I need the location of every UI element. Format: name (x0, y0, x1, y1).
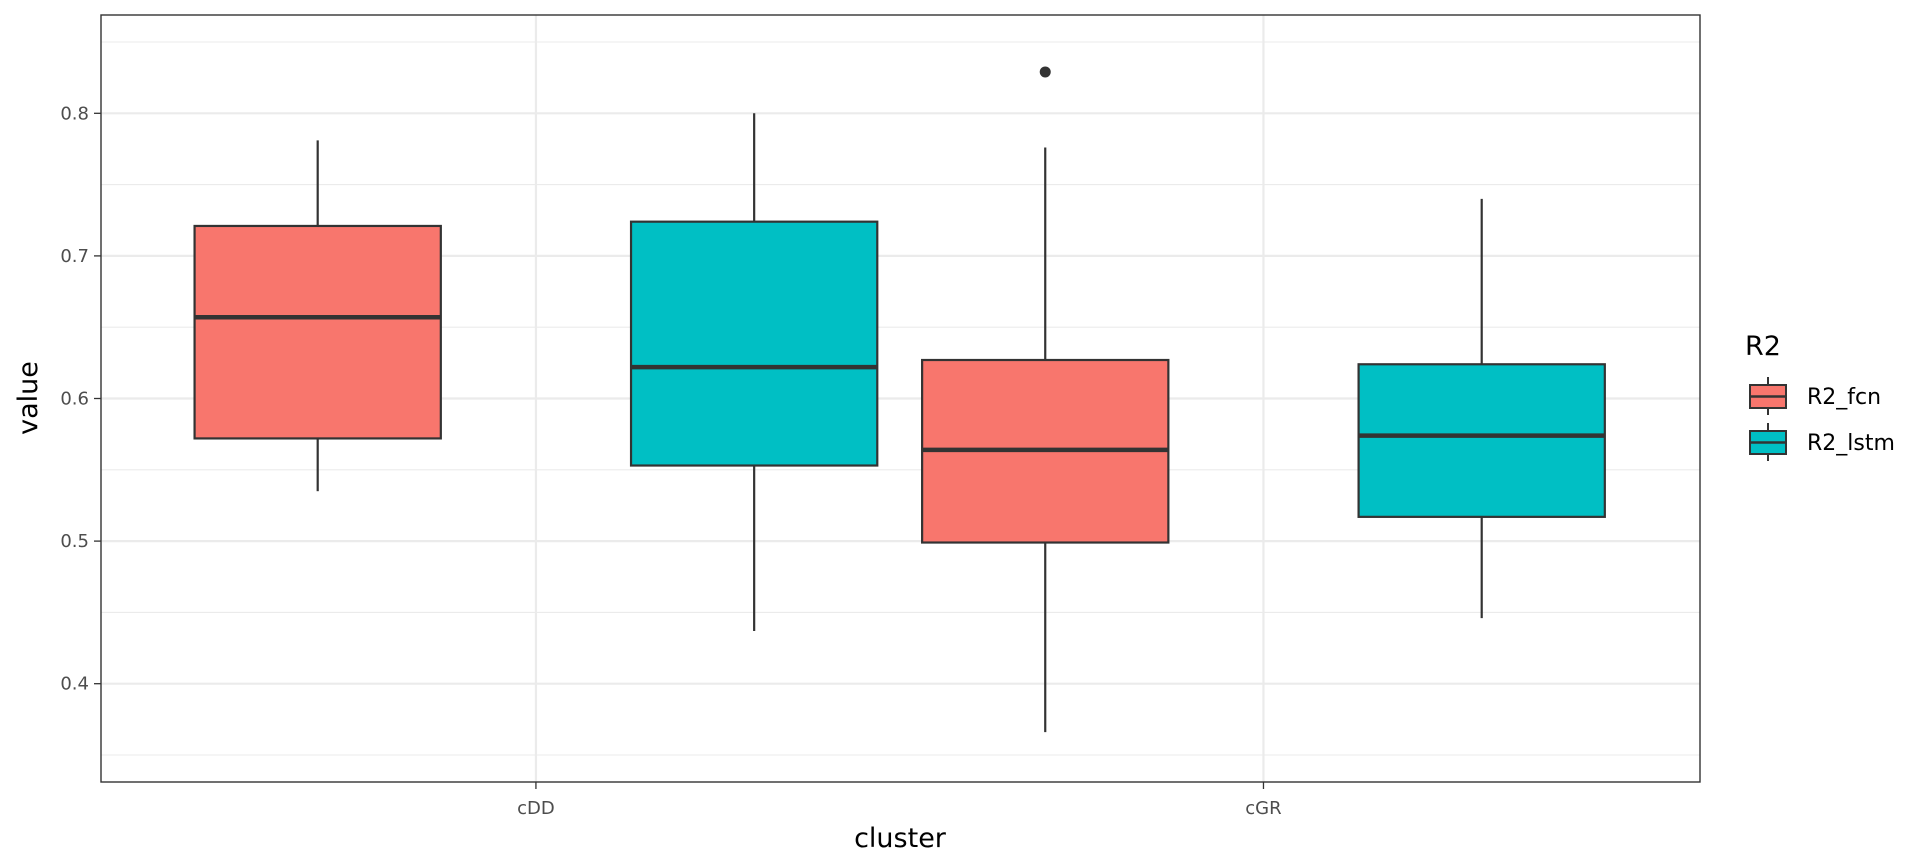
outlier-point (1039, 66, 1051, 78)
legend-title: R2 (1745, 331, 1781, 362)
y-tick-label: 0.4 (60, 674, 89, 695)
box-series (193, 66, 1606, 733)
y-tick-label: 0.8 (60, 103, 89, 124)
box-R2_fcn-cGR (921, 66, 1170, 733)
box-iqr (193, 224, 442, 440)
box-iqr (629, 220, 879, 467)
x-tick-label: cGR (1245, 798, 1281, 819)
legend: R2 R2_fcn R2_lstm (1745, 331, 1895, 461)
legend-item-R2_fcn: R2_fcn (1749, 377, 1881, 415)
y-tick-label: 0.7 (60, 246, 89, 267)
legend-item-R2_lstm: R2_lstm (1749, 423, 1895, 461)
box-R2_fcn-cDD (193, 140, 442, 492)
x-tick-label: cDD (517, 798, 555, 819)
box-R2_lstm-cDD (629, 113, 879, 631)
y-tick-label: 0.5 (60, 531, 89, 552)
legend-items: R2_fcn R2_lstm (1749, 377, 1895, 461)
y-axis-ticks: 0.4 0.5 0.6 0.7 0.8 (60, 103, 101, 695)
box-iqr (1357, 363, 1606, 518)
legend-label: R2_lstm (1807, 431, 1895, 456)
x-axis-ticks: cDD cGR (517, 782, 1282, 819)
y-axis-title: value (13, 361, 44, 435)
legend-label: R2_fcn (1807, 385, 1881, 410)
y-tick-label: 0.6 (60, 389, 89, 410)
x-axis-title: cluster (854, 823, 947, 854)
box-R2_lstm-cGR (1357, 198, 1606, 619)
